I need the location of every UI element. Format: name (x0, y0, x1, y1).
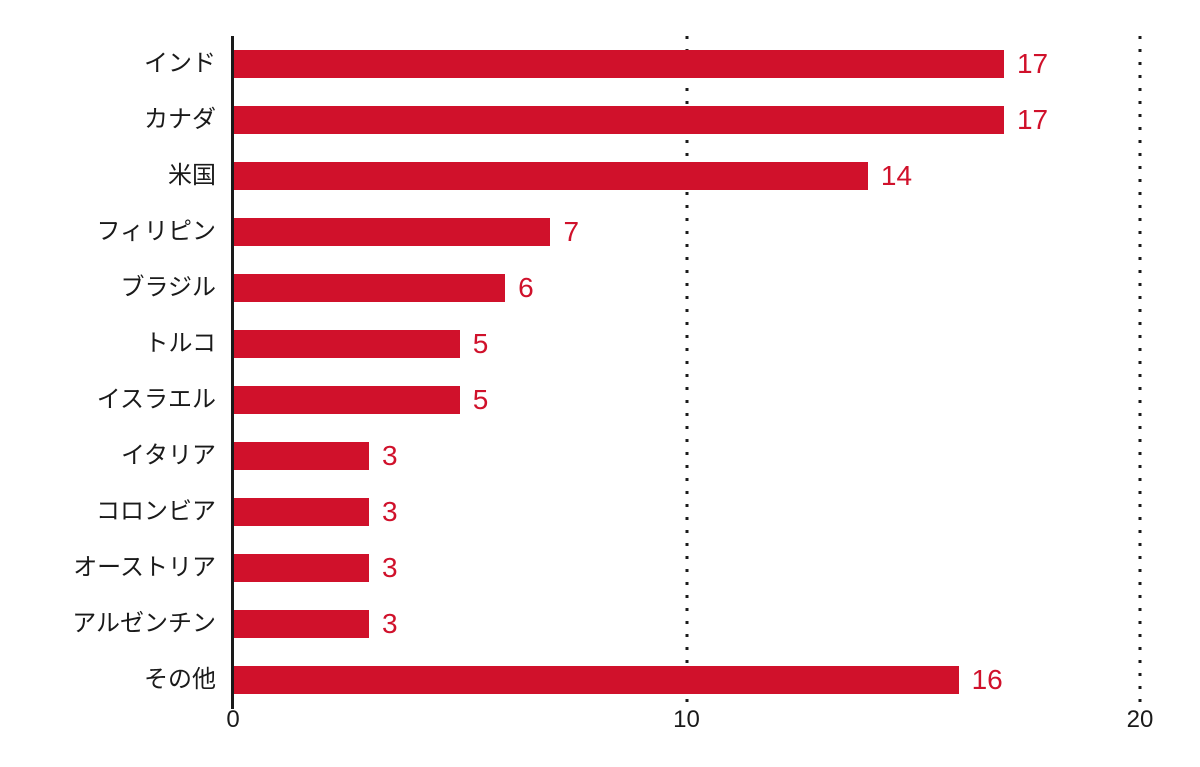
x-axis-tick-label: 0 (226, 706, 240, 733)
bar (233, 666, 959, 694)
bar-zone: 16 (233, 652, 1140, 708)
category-label: イスラエル (96, 386, 216, 413)
bar-row: 米国 14 (0, 148, 1200, 204)
bar-zone: 17 (233, 92, 1140, 148)
value-label: 7 (563, 216, 580, 247)
value-label: 3 (382, 496, 398, 527)
category-label: トルコ (144, 330, 216, 357)
bar (233, 442, 370, 470)
value-label: 3 (382, 552, 398, 583)
bar-zone: 5 (233, 316, 1140, 372)
bar (233, 162, 868, 190)
bar-row: イスラエル 5 (0, 372, 1200, 428)
bar-row: ブラジル 6 (0, 260, 1200, 316)
value-label: 17 (1016, 104, 1049, 135)
bar (233, 106, 1004, 134)
category-label: ブラジル (120, 274, 216, 301)
value-label: 5 (472, 384, 489, 415)
bar-row: コロンビア 3 (0, 484, 1200, 540)
value-label: 6 (518, 272, 534, 303)
bar-zone: 3 (233, 484, 1140, 540)
category-label: フィリピン (96, 218, 216, 245)
value-label: 5 (472, 328, 489, 359)
vertical-gridline-20 (1138, 36, 1142, 708)
bar-zone: 3 (233, 428, 1140, 484)
bar (233, 274, 506, 302)
bar-row: アルゼンチン 3 (0, 596, 1200, 652)
category-label: カナダ (144, 106, 216, 133)
value-label: 17 (1016, 48, 1049, 79)
value-label: 16 (971, 664, 1003, 695)
value-label: 3 (382, 608, 398, 639)
x-axis-tick-label: 10 (673, 706, 700, 733)
gridline-layer (233, 36, 1142, 708)
category-label: その他 (144, 666, 216, 693)
bar-row: その他 16 (0, 652, 1200, 708)
bar-rows: インド 17 カナダ 17 米国 14 フィリピン 7 ブラジル 6 トルコ 5 イスラエル 5 イタリア 3… (0, 36, 1200, 708)
bar-zone: 7 (233, 204, 1140, 260)
category-label: 米国 (168, 162, 216, 189)
bar-row: トルコ 5 (0, 316, 1200, 372)
value-label: 14 (880, 160, 913, 191)
bar (233, 554, 370, 582)
category-label: オーストリア (73, 554, 216, 581)
bar-zone: 17 (233, 36, 1140, 92)
bar-zone: 3 (233, 596, 1140, 652)
bar-row: フィリピン 7 (0, 204, 1200, 260)
bar-row: インド 17 (0, 36, 1200, 92)
x-axis-tick-labels: 0 10 20 (226, 705, 1153, 745)
bar-row: オーストリア 3 (0, 540, 1200, 596)
bar (233, 50, 1004, 78)
y-axis-line (231, 36, 234, 709)
bar-zone: 14 (233, 148, 1140, 204)
bar (233, 218, 551, 246)
bar-row: イタリア 3 (0, 428, 1200, 484)
bar (233, 386, 460, 414)
bar (233, 330, 460, 358)
bar-zone: 5 (233, 372, 1140, 428)
category-label: コロンビア (96, 498, 216, 525)
bar-zone: 3 (233, 540, 1140, 596)
category-label: インド (144, 50, 216, 77)
bar (233, 498, 370, 526)
bar-row: カナダ 17 (0, 92, 1200, 148)
bar-zone: 6 (233, 260, 1140, 316)
value-label: 3 (382, 440, 398, 471)
x-axis-tick-label: 20 (1126, 706, 1154, 733)
bar (233, 610, 370, 638)
category-label: イタリア (120, 442, 216, 469)
category-label: アルゼンチン (72, 610, 216, 637)
vertical-gridline-10 (685, 36, 688, 708)
